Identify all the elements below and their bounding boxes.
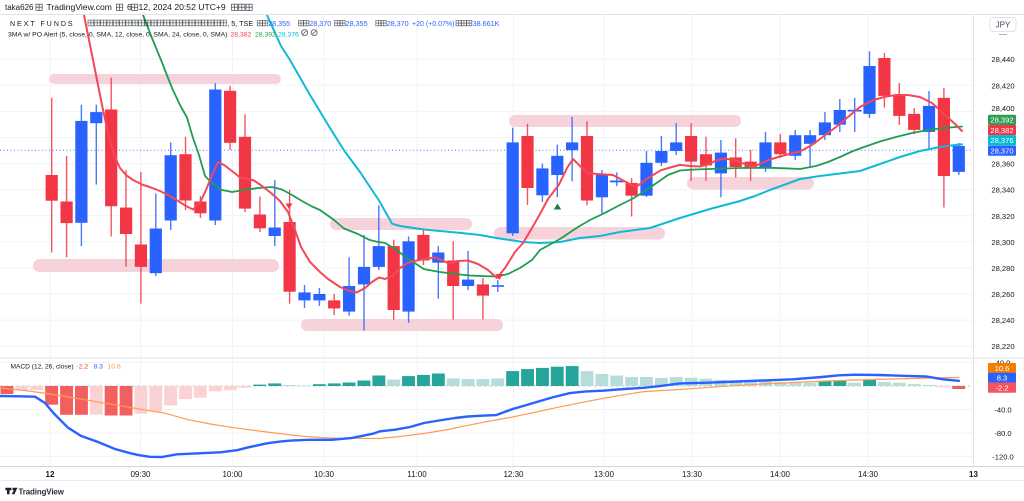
svg-text:TradingView: TradingView	[19, 487, 65, 496]
svg-text:10.6: 10.6	[995, 364, 1010, 373]
svg-text:14:30: 14:30	[858, 470, 879, 479]
svg-text:11:00: 11:00	[407, 470, 427, 479]
svg-text:13: 13	[969, 470, 978, 479]
svg-text:-80.0: -80.0	[994, 429, 1011, 438]
svg-text:28,340: 28,340	[991, 186, 1014, 195]
svg-text:28,240: 28,240	[991, 316, 1014, 325]
svg-text:28,300: 28,300	[991, 238, 1014, 247]
svg-text:NEXT FUNDS: NEXT FUNDS	[10, 21, 75, 28]
svg-text:28,360: 28,360	[991, 160, 1014, 169]
svg-text:13:30: 13:30	[682, 470, 703, 479]
svg-text:28,376: 28,376	[278, 32, 299, 39]
svg-text:3MA w/ PO Alert (5, close, 0,: 3MA w/ PO Alert (5, close, 0, SMA, 12, c…	[8, 32, 227, 39]
svg-text:6: 6	[127, 2, 132, 12]
svg-text:-120.0: -120.0	[992, 452, 1014, 461]
svg-text:10:00: 10:00	[222, 470, 243, 479]
svg-text:28,355: 28,355	[346, 19, 368, 28]
svg-text:taka626: taka626	[5, 3, 34, 12]
svg-text:28,440: 28,440	[991, 55, 1014, 64]
svg-text:12: 12	[46, 470, 55, 479]
svg-text:MACD (12, 26, close): MACD (12, 26, close)	[11, 364, 74, 371]
svg-text:09:30: 09:30	[130, 470, 151, 479]
svg-text:28,382: 28,382	[990, 126, 1013, 135]
svg-text:28,370: 28,370	[990, 146, 1013, 155]
svg-text:13:00: 13:00	[594, 470, 615, 479]
svg-text:, 5, TSE: , 5, TSE	[227, 19, 253, 28]
svg-text:+20 (+0.07%): +20 (+0.07%)	[412, 21, 454, 28]
svg-text:28,376: 28,376	[990, 136, 1013, 145]
svg-text:28,355: 28,355	[268, 19, 290, 28]
svg-text:28,370: 28,370	[387, 19, 409, 28]
svg-text:10:30: 10:30	[314, 470, 335, 479]
svg-text:28,320: 28,320	[991, 212, 1014, 221]
svg-text:8.3: 8.3	[94, 364, 104, 371]
svg-text:-2.2: -2.2	[77, 364, 89, 371]
svg-text:28,280: 28,280	[991, 264, 1014, 273]
svg-text:-2.2: -2.2	[995, 383, 1008, 392]
svg-text:28,260: 28,260	[991, 290, 1014, 299]
svg-text:12, 2024 20:52 UTC+9: 12, 2024 20:52 UTC+9	[139, 2, 226, 12]
svg-text:28,420: 28,420	[991, 81, 1014, 90]
svg-text:JPY: JPY	[996, 20, 1011, 29]
svg-text:10.6: 10.6	[108, 364, 121, 371]
svg-text:-40.0: -40.0	[994, 405, 1011, 414]
svg-text:28,392: 28,392	[255, 32, 276, 39]
svg-text:14:00: 14:00	[770, 470, 791, 479]
svg-text:12:30: 12:30	[503, 470, 524, 479]
svg-text:38.661K: 38.661K	[473, 19, 500, 28]
svg-text:28,370: 28,370	[309, 19, 331, 28]
svg-text:8.3: 8.3	[997, 374, 1008, 383]
svg-text:28,382: 28,382	[231, 32, 252, 39]
svg-text:28,400: 28,400	[991, 104, 1014, 113]
svg-text:28,220: 28,220	[991, 342, 1014, 351]
svg-text:TradingView.com: TradingView.com	[47, 2, 112, 12]
svg-text:28,392: 28,392	[990, 116, 1013, 125]
